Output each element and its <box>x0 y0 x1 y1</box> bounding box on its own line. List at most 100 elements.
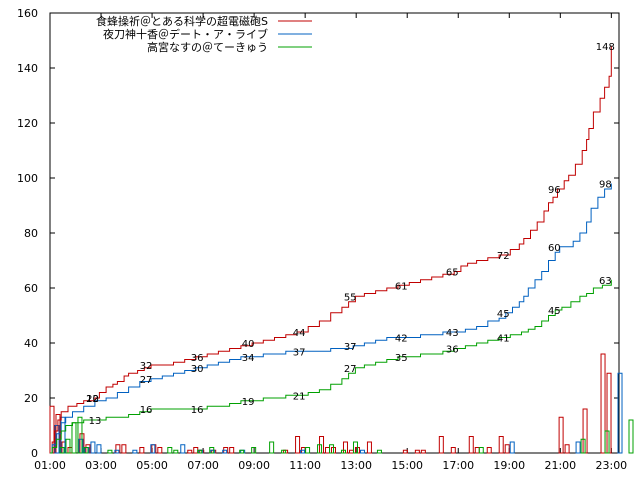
hourly-bar <box>300 449 306 454</box>
hourly-bar <box>329 444 335 454</box>
value-label: 36 <box>446 345 459 356</box>
value-label: 63 <box>599 276 612 287</box>
hourly-bar <box>209 447 215 454</box>
hourly-bar <box>580 438 586 454</box>
hourly-bar <box>341 449 347 454</box>
value-label: 21 <box>293 391 306 402</box>
x-tick-label: 01:00 <box>34 459 66 472</box>
y-tick-label: 140 <box>17 62 38 75</box>
hourly-bar <box>90 441 96 454</box>
value-label: 45 <box>548 306 561 317</box>
value-label: 34 <box>242 353 255 364</box>
hourly-bar <box>173 449 179 454</box>
hourly-bar <box>352 441 358 454</box>
hourly-bar <box>71 422 77 454</box>
hourly-bar <box>325 447 331 454</box>
hourly-bar <box>239 449 245 454</box>
hourly-bar <box>121 444 127 454</box>
hourly-bar <box>157 447 163 454</box>
hourly-bar <box>414 449 420 454</box>
hourly-bar <box>478 447 484 454</box>
y-tick-label: 20 <box>24 392 38 405</box>
series-line <box>50 46 612 454</box>
value-label: 98 <box>599 180 612 191</box>
hourly-bar <box>197 449 203 454</box>
hourly-bar <box>438 436 444 454</box>
legend-label: 食蜂操祈＠とある科学の超電磁砲S <box>96 14 268 28</box>
hourly-bar <box>564 444 570 454</box>
value-label: 22 <box>86 394 99 405</box>
hourly-bar <box>187 449 193 454</box>
hourly-bar <box>96 444 102 454</box>
value-label: 96 <box>548 185 561 196</box>
value-label: 45 <box>497 309 510 320</box>
value-label: 27 <box>140 375 153 386</box>
hourly-bar <box>180 444 186 454</box>
hourly-bar <box>366 441 372 454</box>
hourly-bar <box>107 449 113 454</box>
value-label: 55 <box>344 292 357 303</box>
hourly-bar <box>450 447 456 454</box>
hourly-bar <box>509 441 515 454</box>
hourly-bar <box>77 416 83 454</box>
y-tick-label: 40 <box>24 337 38 350</box>
legend-label: 夜刀神十香＠デート・ア・ライブ <box>103 27 268 41</box>
legend-label: 高宮なすの＠てーきゅう <box>147 40 268 54</box>
hourly-bar <box>558 416 564 454</box>
value-label: 16 <box>191 405 204 416</box>
hourly-bar <box>468 436 474 454</box>
x-tick-label: 17:00 <box>442 459 474 472</box>
x-tick-label: 03:00 <box>85 459 117 472</box>
hourly-bar <box>402 449 408 454</box>
y-tick-label: 100 <box>17 172 38 185</box>
value-label: 37 <box>344 342 357 353</box>
y-tick-label: 160 <box>17 7 38 20</box>
value-label: 41 <box>497 334 510 345</box>
hourly-bar <box>167 447 173 454</box>
legend: 食蜂操祈＠とある科学の超電磁砲S夜刀神十香＠デート・ア・ライブ高宮なすの＠てーき… <box>96 14 312 54</box>
x-tick-label: 07:00 <box>187 459 219 472</box>
hourly-bar <box>359 449 365 454</box>
hourly-bar <box>269 441 275 454</box>
value-label: 35 <box>395 353 408 364</box>
value-label: 30 <box>191 364 204 375</box>
hourly-bar <box>600 353 606 454</box>
y-tick-label: 80 <box>24 227 38 240</box>
hourly-bar <box>474 447 480 454</box>
hourly-bar <box>59 447 65 454</box>
value-label: 40 <box>242 339 255 350</box>
hourly-bar <box>498 436 504 454</box>
hourly-bar <box>281 449 287 454</box>
hourly-bar <box>317 444 323 454</box>
hourly-bar <box>251 447 257 454</box>
hourly-bar <box>132 449 138 454</box>
value-label: 42 <box>395 334 408 345</box>
x-tick-label: 13:00 <box>340 459 372 472</box>
hourly-bar <box>486 447 492 454</box>
hourly-bars <box>49 353 634 454</box>
hourly-bar <box>139 447 145 454</box>
hourly-bar <box>150 444 156 454</box>
value-label: 65 <box>446 268 459 279</box>
value-label: 19 <box>242 397 255 408</box>
hourly-bar <box>376 449 382 454</box>
y-tick-label: 60 <box>24 282 38 295</box>
x-axis: 01:00 03:00 05:00 07:00 09:00 11:00 13:00 15:00… <box>34 13 627 472</box>
x-tick-label: 15:00 <box>391 459 423 472</box>
hourly-bar <box>295 436 301 454</box>
hourly-bar <box>575 441 581 454</box>
series-line <box>50 183 612 454</box>
x-tick-label: 11:00 <box>289 459 321 472</box>
hourly-bar <box>305 447 311 454</box>
hourly-bar <box>628 419 634 454</box>
hourly-bar <box>222 449 228 454</box>
x-tick-label: 23:00 <box>595 459 627 472</box>
y-tick-label: 120 <box>17 117 38 130</box>
value-label: 32 <box>140 361 153 372</box>
x-tick-label: 05:00 <box>136 459 168 472</box>
hourly-bar <box>83 447 89 454</box>
value-label: 72 <box>497 251 510 262</box>
hourly-bar <box>617 372 623 454</box>
